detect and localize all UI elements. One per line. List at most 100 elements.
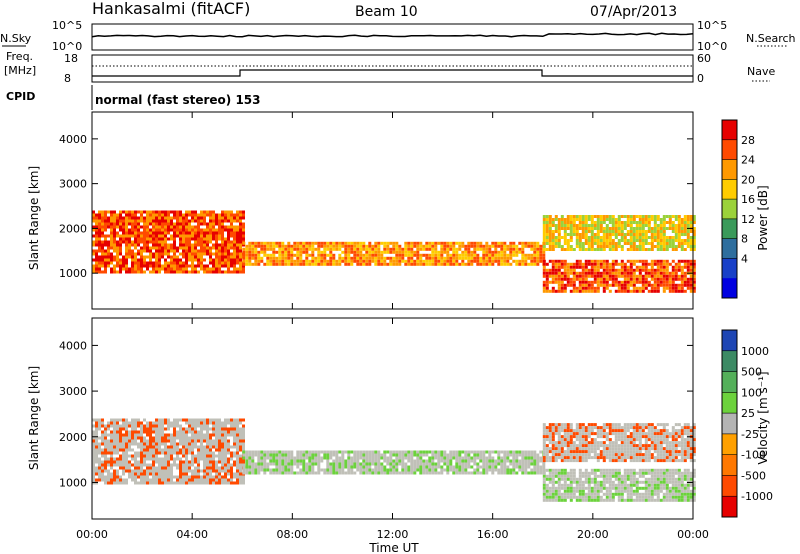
heatmap-cell — [206, 448, 209, 452]
heatmap-cell — [161, 252, 164, 256]
heatmap-cell — [659, 268, 663, 272]
heatmap-cell — [497, 471, 501, 475]
heatmap-cell — [167, 270, 170, 274]
heatmap-cell — [656, 498, 660, 502]
heatmap-cell — [155, 451, 158, 455]
heatmap-cell — [233, 418, 236, 422]
heatmap-cell — [254, 259, 258, 263]
heatmap-cell — [200, 240, 203, 244]
heatmap-cell — [158, 442, 161, 446]
heatmap-cell — [530, 453, 534, 457]
heatmap-cell — [683, 224, 687, 227]
heatmap-cell — [641, 265, 645, 269]
heatmap-cell — [221, 231, 224, 235]
heatmap-cell — [521, 241, 525, 245]
heatmap-cell — [542, 465, 546, 469]
heatmap-cell — [452, 259, 456, 263]
heatmap-cell — [185, 451, 188, 455]
heatmap-cell — [260, 259, 264, 263]
heatmap-cell — [110, 430, 113, 434]
heatmap-cell — [311, 250, 315, 254]
heatmap-cell — [587, 471, 591, 475]
heatmap-cell — [185, 445, 188, 449]
heatmap-cell — [173, 442, 176, 446]
heatmap-cell — [125, 445, 128, 449]
heatmap-cell — [356, 262, 360, 266]
heatmap-cell — [542, 435, 546, 439]
heatmap-cell — [479, 259, 483, 263]
heatmap-cell — [473, 456, 477, 460]
heatmap-cell — [212, 228, 215, 232]
heatmap-cell — [239, 264, 242, 268]
heatmap-cell — [644, 233, 648, 236]
heatmap-cell — [530, 247, 534, 251]
heatmap-cell — [593, 489, 597, 493]
heatmap-cell — [590, 289, 594, 293]
heatmap-cell — [551, 459, 555, 463]
heatmap-cell — [110, 424, 113, 428]
heatmap-cell — [485, 244, 489, 248]
heatmap-cell — [149, 240, 152, 244]
heatmap-cell — [290, 256, 294, 260]
heatmap-cell — [599, 495, 603, 499]
heatmap-cell — [557, 489, 561, 493]
heatmap-cell — [287, 247, 291, 251]
heatmap-cell — [485, 253, 489, 257]
heatmap-cell — [548, 474, 552, 478]
heatmap-cell — [569, 248, 573, 251]
heatmap-cell — [596, 271, 600, 275]
heatmap-cell — [344, 465, 348, 469]
heatmap-cell — [293, 247, 297, 251]
heatmap-cell — [365, 465, 369, 469]
heatmap-cell — [419, 259, 423, 263]
heatmap-cell — [224, 246, 227, 250]
heatmap-cell — [242, 481, 245, 485]
heatmap-cell — [134, 421, 137, 425]
heatmap-cell — [107, 421, 110, 425]
heatmap-cell — [476, 253, 480, 257]
heatmap-cell — [587, 480, 591, 484]
heatmap-cell — [224, 225, 227, 229]
heatmap-cell — [545, 492, 549, 496]
heatmap-cell — [236, 216, 239, 220]
heatmap-cell — [284, 471, 288, 475]
heatmap-cell — [548, 239, 552, 242]
heatmap-cell — [149, 246, 152, 250]
heatmap-cell — [158, 436, 161, 440]
heatmap-cell — [179, 234, 182, 238]
heatmap-cell — [146, 421, 149, 425]
heatmap-cell — [692, 233, 696, 236]
heatmap-cell — [257, 253, 261, 257]
heatmap-cell — [239, 216, 242, 220]
heatmap-cell — [446, 250, 450, 254]
heatmap-cell — [296, 462, 300, 466]
heatmap-cell — [143, 222, 146, 226]
heatmap-cell — [692, 236, 696, 239]
heatmap-cell — [389, 250, 393, 254]
heatmap-cell — [242, 213, 245, 217]
heatmap-cell — [635, 277, 639, 281]
heatmap-cell — [332, 247, 336, 251]
heatmap-cell — [209, 439, 212, 443]
heatmap-cell — [617, 495, 621, 499]
heatmap-cell — [209, 448, 212, 452]
heatmap-cell — [113, 240, 116, 244]
heatmap-cell — [641, 221, 645, 224]
heatmap-cell — [629, 289, 633, 293]
heatmap-cell — [398, 456, 402, 460]
heatmap-cell — [632, 286, 636, 290]
heatmap-cell — [653, 283, 657, 287]
heatmap-cell — [623, 224, 627, 227]
heatmap-cell — [572, 265, 576, 269]
heatmap-cell — [641, 215, 645, 218]
heatmap-cell — [551, 474, 555, 478]
heatmap-cell — [221, 258, 224, 262]
heatmap-cell — [110, 442, 113, 446]
heatmap-cell — [98, 249, 101, 253]
heatmap-cell — [539, 456, 543, 460]
heatmap-cell — [545, 426, 549, 430]
heatmap-cell — [146, 246, 149, 250]
heatmap-cell — [113, 246, 116, 250]
heatmap-cell — [578, 227, 582, 230]
heatmap-cell — [284, 459, 288, 463]
